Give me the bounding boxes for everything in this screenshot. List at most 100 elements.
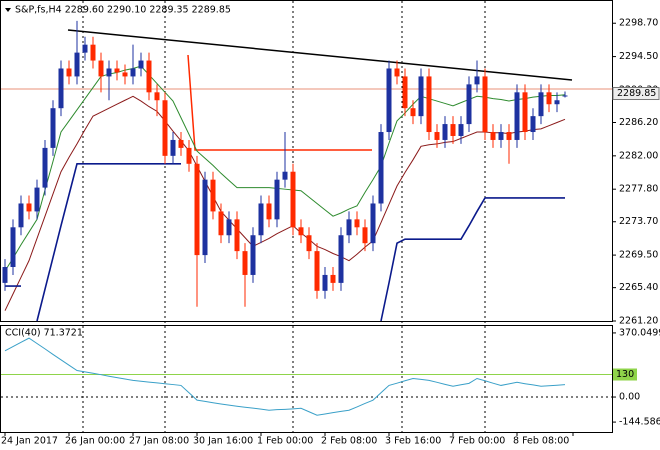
x-tick-label: 7 Feb 00:00: [449, 436, 505, 447]
candle-body: [90, 44, 96, 61]
indicator-line: [5, 162, 565, 322]
y-tick-label: 2277.80: [619, 184, 658, 195]
candle-body: [250, 235, 256, 275]
candle-body: [530, 116, 536, 133]
x-tick-label: 30 Jan 16:00: [193, 436, 253, 447]
candle-body: [138, 60, 144, 69]
candle-body: [314, 251, 320, 291]
candle-body: [18, 203, 24, 228]
candle-body: [514, 92, 520, 140]
candle-body: [378, 132, 384, 204]
candle-body: [258, 203, 264, 236]
candle-body: [466, 84, 472, 125]
candle-body: [426, 76, 432, 133]
candle-body: [154, 92, 160, 101]
y-tick-label: 2265.40: [619, 282, 658, 293]
y-tick-label: 2269.50: [619, 250, 658, 261]
indicator-line: [4, 95, 566, 311]
candle-body: [194, 163, 200, 256]
candle-body: [346, 219, 352, 236]
y-tick-label: 2282.00: [619, 150, 658, 161]
candle-body: [498, 132, 504, 140]
candle-body: [130, 68, 136, 77]
x-tick-label: 1 Feb 00:00: [257, 436, 313, 447]
cci-line: [4, 337, 566, 416]
y-tick-label: 370.0499: [619, 327, 660, 338]
candle-body: [298, 227, 304, 236]
candle-body: [554, 100, 560, 105]
candle-body: [210, 179, 216, 212]
menu-triangle: [5, 8, 11, 12]
candle-body: [474, 76, 480, 85]
cci-frame: [0, 325, 613, 433]
candle-body: [66, 68, 72, 77]
candle-body: [354, 219, 360, 228]
drawn-line: [187, 54, 372, 151]
y-tick-label: 2286.20: [619, 117, 658, 128]
level-box: [613, 368, 637, 381]
candle-body: [242, 251, 248, 275]
candle-body: [282, 171, 288, 180]
candle-body: [546, 92, 552, 105]
candle-body: [370, 203, 376, 244]
candle-body: [562, 95, 568, 97]
candle-body: [2, 267, 8, 283]
candle-body: [122, 72, 128, 77]
candle-body: [322, 274, 328, 291]
candle-body: [50, 108, 56, 148]
x-tick-label: 3 Feb 16:00: [385, 436, 441, 447]
candle-body: [538, 92, 544, 117]
candle-body: [362, 227, 368, 244]
y-tick-label: 2298.70: [619, 18, 658, 29]
y-tick-label: 2294.50: [619, 51, 658, 62]
candle-body: [290, 171, 296, 228]
candle-body: [442, 124, 448, 140]
candle-body: [146, 60, 152, 93]
level-label: 130: [616, 369, 634, 380]
candle-body: [114, 68, 120, 73]
candle-body: [218, 211, 224, 236]
candle-body: [458, 124, 464, 136]
candle-body: [490, 132, 496, 140]
candle-body: [338, 235, 344, 283]
x-tick-label: 26 Jan 00:00: [65, 436, 125, 447]
x-tick-label: 24 Jan 2017: [1, 436, 58, 447]
candle-body: [106, 68, 112, 77]
last-price-label: 2289.85: [617, 88, 656, 99]
candle-body: [522, 92, 528, 133]
candle-body: [450, 124, 456, 136]
candle-body: [274, 179, 280, 220]
y-tick-label: 2261.20: [619, 316, 658, 327]
candle-body: [162, 100, 168, 156]
candle-body: [26, 203, 32, 212]
candle-body: [434, 132, 440, 140]
candle-body: [306, 235, 312, 252]
candle-body: [330, 274, 336, 283]
candle-body: [394, 68, 400, 77]
price-frame: [0, 0, 613, 322]
trendline: [67, 29, 573, 81]
last-price-box: [612, 87, 660, 101]
candle-body: [34, 187, 40, 212]
candle-body: [58, 68, 64, 109]
candle-body: [10, 227, 16, 268]
candle-body: [82, 44, 88, 53]
candle-body: [418, 76, 424, 117]
candle-body: [170, 139, 176, 156]
indicator-line: [4, 65, 566, 272]
candle-body: [202, 179, 208, 256]
candle-body: [410, 108, 416, 117]
chart-title: S&P,fs,H4 2289.60 2290.10 2289.35 2289.8…: [15, 5, 231, 16]
y-tick-label: 2273.70: [619, 216, 658, 227]
candle-body: [386, 68, 392, 133]
candle-body: [178, 139, 184, 148]
x-tick-label: 2 Feb 08:00: [321, 436, 377, 447]
candle-body: [402, 76, 408, 109]
y-tick-label: 0.00: [619, 392, 640, 403]
candle-body: [506, 132, 512, 140]
cci-title: CCI(40) 71.3721: [5, 328, 83, 339]
candle-body: [98, 60, 104, 77]
candle-body: [74, 52, 80, 77]
